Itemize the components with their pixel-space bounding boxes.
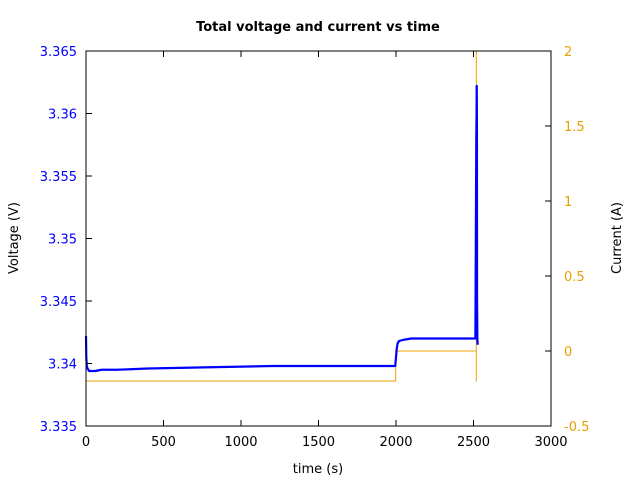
y-left-tick-label: 3.36	[48, 108, 77, 123]
y-right-tick-label: 1	[564, 195, 572, 210]
y-right-tick-label: 1.5	[564, 120, 585, 135]
y-left-tick-label: 3.34	[48, 358, 77, 373]
y-left-tick-label: 3.335	[40, 420, 77, 435]
y-right-tick-label: 0	[564, 345, 572, 360]
y-right-axis-label: Current (A)	[610, 202, 625, 274]
y-left-tick-label: 3.345	[40, 295, 77, 310]
y-left-tick-label: 3.355	[40, 170, 77, 185]
x-tick-label: 1500	[302, 435, 335, 450]
x-tick-label: 2000	[379, 435, 412, 450]
x-tick-label: 1000	[224, 435, 257, 450]
x-tick-label: 3000	[534, 435, 567, 450]
y-right-tick-label: -0.5	[564, 420, 589, 435]
y-left-tick-label: 3.365	[40, 45, 77, 60]
chart-title: Total voltage and current vs time	[196, 20, 440, 35]
series-layer	[84, 50, 479, 382]
x-tick-label: 0	[82, 435, 90, 450]
y-right-tick-label: 2	[564, 45, 572, 60]
tick-layer: 0 500 1000 1500 2000 2500 3000 3.335 3.34 3.345 3.…	[40, 45, 590, 450]
current-series-line	[86, 50, 477, 382]
x-tick-label: 2500	[457, 435, 490, 450]
x-axis-label: time (s)	[293, 462, 343, 477]
x-tick-label: 500	[151, 435, 176, 450]
voltage-series-line	[84, 84, 479, 373]
y-left-axis-label: Voltage (V)	[7, 202, 22, 274]
y-left-tick-label: 3.35	[48, 233, 77, 248]
y-right-tick-label: 0.5	[564, 270, 585, 285]
